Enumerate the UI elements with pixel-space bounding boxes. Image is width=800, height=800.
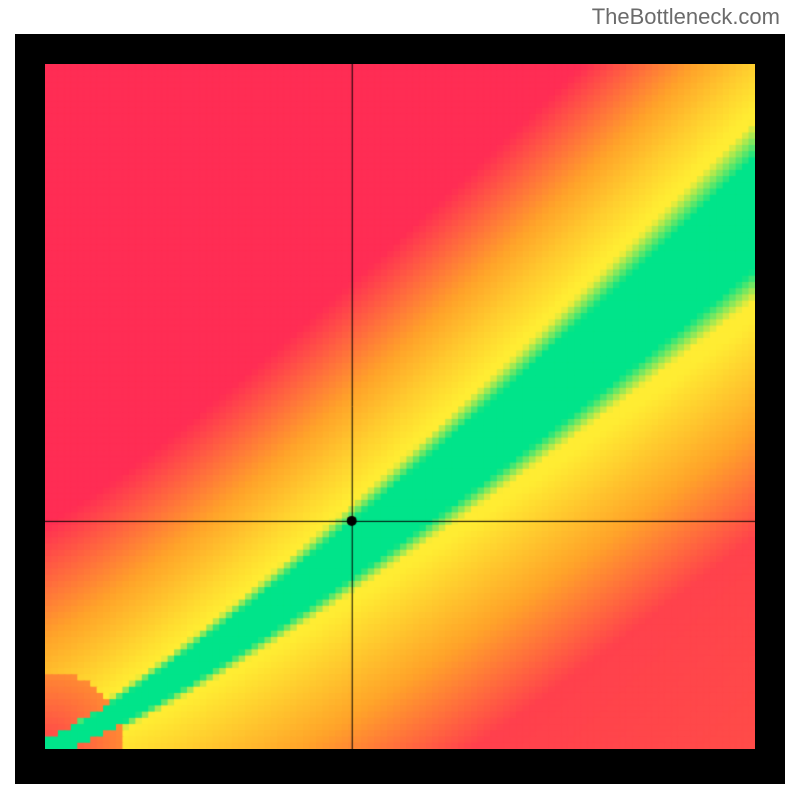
crosshair-overlay [45, 64, 755, 749]
attribution-text: TheBottleneck.com [592, 4, 780, 30]
chart-frame [15, 34, 785, 784]
chart-container: TheBottleneck.com [0, 0, 800, 800]
